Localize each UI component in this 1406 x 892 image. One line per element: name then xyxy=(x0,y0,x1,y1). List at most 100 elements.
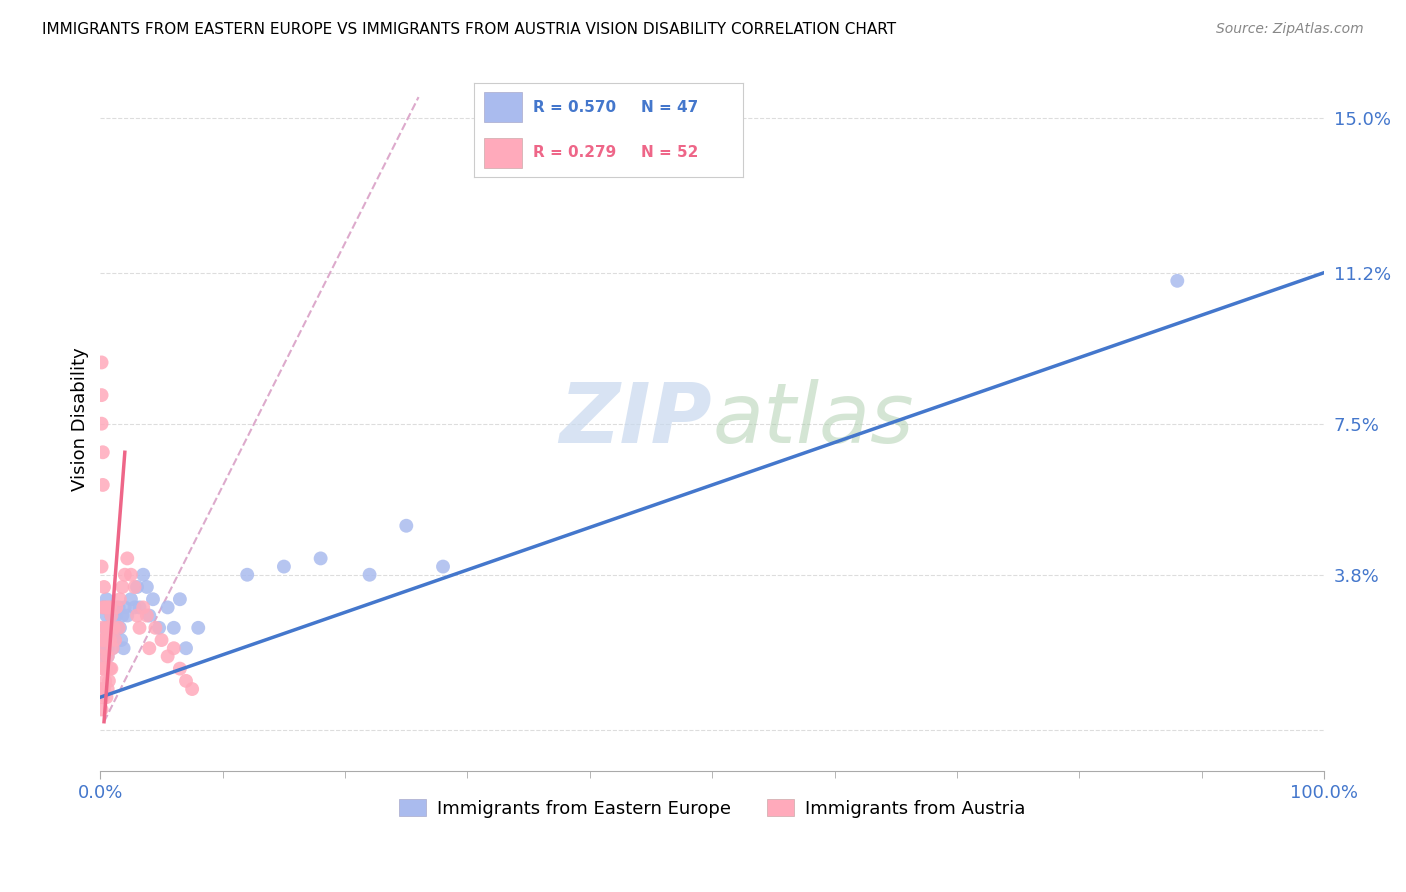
Point xyxy=(1166,274,1188,288)
Point xyxy=(91,690,114,705)
Point xyxy=(93,580,115,594)
Point xyxy=(100,662,122,676)
Point xyxy=(432,559,454,574)
Point xyxy=(138,608,160,623)
Point xyxy=(132,600,155,615)
Point xyxy=(163,641,186,656)
Point xyxy=(101,641,124,656)
Point xyxy=(101,641,124,656)
Point xyxy=(124,600,146,615)
Point xyxy=(90,559,112,574)
Point xyxy=(174,641,197,656)
Point xyxy=(91,633,114,648)
Point xyxy=(98,633,121,648)
Point xyxy=(105,600,128,615)
Point xyxy=(124,580,146,594)
Point xyxy=(107,600,129,615)
Point xyxy=(97,681,120,696)
Point xyxy=(93,662,115,676)
Point xyxy=(148,621,170,635)
Point xyxy=(94,600,117,615)
Point xyxy=(90,621,112,635)
Point xyxy=(97,673,120,688)
Point xyxy=(135,580,157,594)
Point xyxy=(125,608,148,623)
Point xyxy=(90,702,112,716)
Point xyxy=(142,592,165,607)
Point xyxy=(273,559,295,574)
Point xyxy=(120,567,142,582)
Point xyxy=(110,633,132,648)
Point xyxy=(101,600,124,615)
Text: ZIP: ZIP xyxy=(560,379,713,460)
Point xyxy=(93,600,115,615)
Point xyxy=(135,608,157,623)
Point xyxy=(120,592,142,607)
Point xyxy=(169,662,191,676)
Point xyxy=(125,580,148,594)
Point xyxy=(90,681,112,696)
Point xyxy=(128,621,150,635)
Point xyxy=(108,621,131,635)
Point xyxy=(100,608,122,623)
Text: atlas: atlas xyxy=(713,379,914,460)
Legend: Immigrants from Eastern Europe, Immigrants from Austria: Immigrants from Eastern Europe, Immigran… xyxy=(392,792,1032,825)
Point xyxy=(156,649,179,664)
Point xyxy=(103,621,125,635)
Point xyxy=(236,567,259,582)
Point xyxy=(96,690,118,705)
Point xyxy=(105,608,128,623)
Point xyxy=(91,662,114,676)
Point xyxy=(156,600,179,615)
Point xyxy=(111,580,134,594)
Point xyxy=(145,621,167,635)
Point xyxy=(111,608,134,623)
Point xyxy=(117,608,139,623)
Point xyxy=(98,662,121,676)
Point xyxy=(169,592,191,607)
Point xyxy=(128,600,150,615)
Point xyxy=(108,592,131,607)
Point xyxy=(97,641,120,656)
Point xyxy=(112,641,135,656)
Point xyxy=(395,518,418,533)
Point xyxy=(93,633,115,648)
Point xyxy=(163,621,186,635)
Point xyxy=(107,621,129,635)
Point xyxy=(93,633,115,648)
Point xyxy=(94,673,117,688)
Point xyxy=(91,478,114,492)
Point xyxy=(97,621,120,635)
Point xyxy=(91,445,114,459)
Point xyxy=(579,131,602,145)
Text: Source: ZipAtlas.com: Source: ZipAtlas.com xyxy=(1216,22,1364,37)
Point xyxy=(104,633,127,648)
Point xyxy=(98,600,121,615)
Point xyxy=(96,662,118,676)
Point xyxy=(100,608,122,623)
Point xyxy=(96,608,118,623)
Point xyxy=(90,417,112,431)
Point xyxy=(181,681,204,696)
Point xyxy=(104,633,127,648)
Point xyxy=(93,681,115,696)
Point xyxy=(138,641,160,656)
Point xyxy=(91,649,114,664)
Point xyxy=(97,621,120,635)
Point xyxy=(94,621,117,635)
Point xyxy=(114,567,136,582)
Point xyxy=(309,551,332,566)
Point xyxy=(174,673,197,688)
Point xyxy=(107,621,129,635)
Point xyxy=(90,388,112,402)
Point xyxy=(91,600,114,615)
Point xyxy=(132,567,155,582)
Point xyxy=(97,649,120,664)
Point xyxy=(150,633,173,648)
Y-axis label: Vision Disability: Vision Disability xyxy=(72,348,89,491)
Point xyxy=(97,600,120,615)
Point xyxy=(98,633,121,648)
Point xyxy=(90,355,112,369)
Point xyxy=(359,567,381,582)
Point xyxy=(96,621,118,635)
